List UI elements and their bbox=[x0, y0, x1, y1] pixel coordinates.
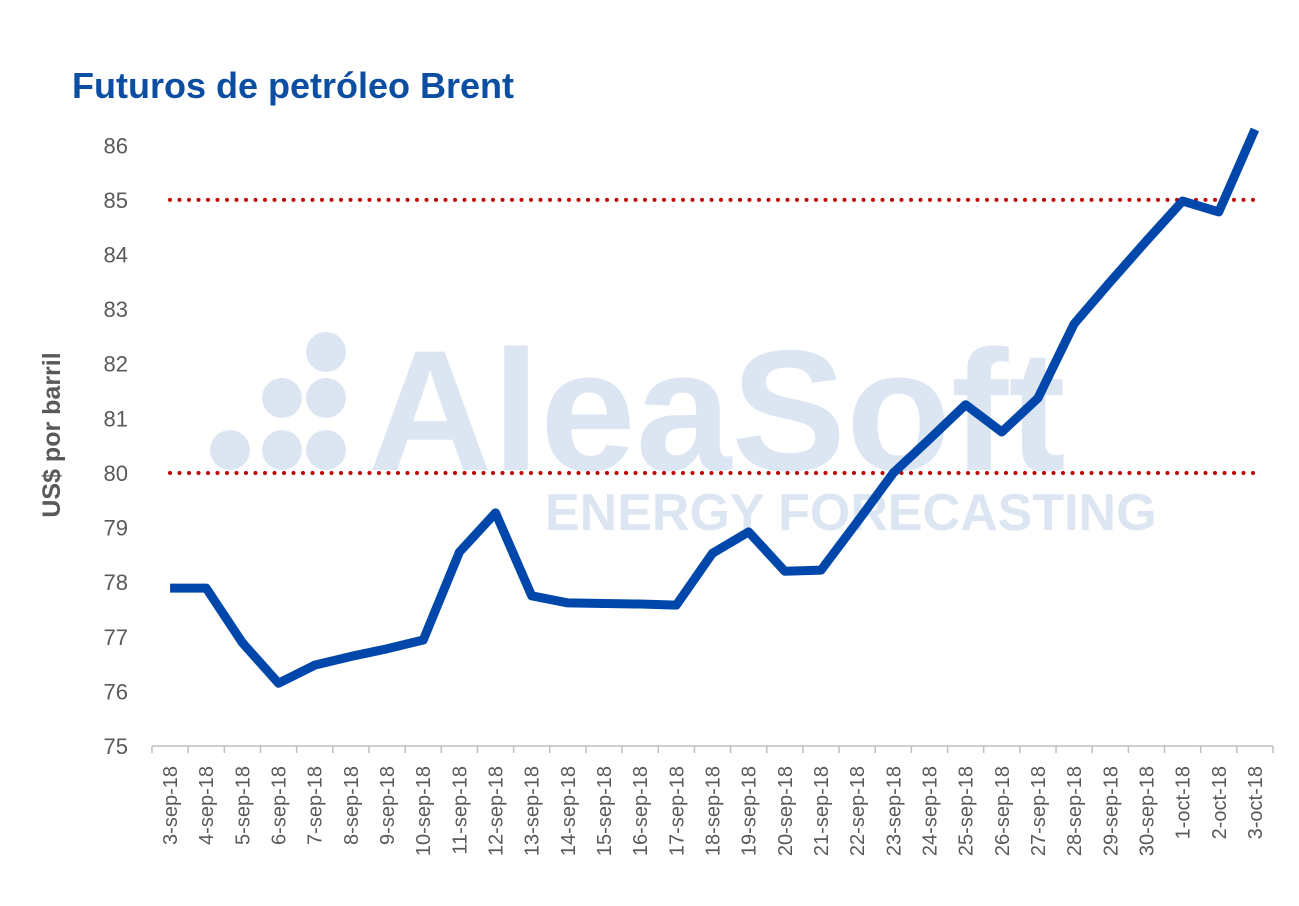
x-tick-label: 18-sep-18 bbox=[703, 766, 725, 856]
watermark-dot bbox=[262, 430, 302, 470]
watermark: AleaSoft ENERGY FORECASTING bbox=[210, 315, 1157, 542]
x-tick-label: 2-oct-18 bbox=[1209, 766, 1231, 839]
x-tick-label: 23-sep-18 bbox=[883, 766, 905, 856]
x-tick-label: 11-sep-18 bbox=[449, 766, 471, 855]
x-tick-label: 6-sep-18 bbox=[269, 766, 291, 845]
y-axis-label: US$ por barril bbox=[38, 352, 66, 517]
y-tick-label: 78 bbox=[104, 570, 128, 595]
x-tick-label: 19-sep-18 bbox=[739, 766, 761, 856]
x-tick-label: 20-sep-18 bbox=[775, 766, 797, 856]
x-tick-label: 16-sep-18 bbox=[630, 766, 652, 856]
x-tick-label: 22-sep-18 bbox=[847, 766, 869, 856]
y-tick-label: 79 bbox=[104, 516, 128, 541]
y-tick-label: 81 bbox=[104, 406, 128, 431]
x-tick-label: 12-sep-18 bbox=[486, 766, 508, 856]
y-tick-label: 75 bbox=[104, 734, 128, 759]
x-tick-label: 25-sep-18 bbox=[956, 766, 978, 856]
y-tick-label: 84 bbox=[104, 243, 128, 268]
x-tick-label: 8-sep-18 bbox=[341, 766, 363, 845]
y-tick-label: 83 bbox=[104, 297, 128, 322]
x-tick-label: 15-sep-18 bbox=[594, 766, 616, 856]
watermark-dot bbox=[262, 378, 302, 418]
x-tick-label: 4-sep-18 bbox=[196, 766, 218, 845]
x-tick-label: 7-sep-18 bbox=[305, 766, 327, 845]
watermark-dot bbox=[306, 378, 346, 418]
x-tick-label: 28-sep-18 bbox=[1064, 766, 1086, 856]
x-tick-label: 17-sep-18 bbox=[666, 766, 688, 856]
watermark-dot bbox=[306, 430, 346, 470]
x-tick-label: 14-sep-18 bbox=[558, 766, 580, 856]
x-tick-label: 3-sep-18 bbox=[160, 766, 182, 845]
y-tick-label: 86 bbox=[104, 133, 128, 158]
x-tick-label: 29-sep-18 bbox=[1100, 766, 1122, 856]
watermark-dot bbox=[210, 430, 250, 470]
x-tick-label: 10-sep-18 bbox=[413, 766, 435, 856]
y-tick-label: 76 bbox=[104, 679, 128, 704]
x-tick-label: 9-sep-18 bbox=[377, 766, 399, 845]
x-tick-label: 5-sep-18 bbox=[232, 766, 254, 845]
x-tick-label: 21-sep-18 bbox=[811, 766, 833, 856]
x-tick-label: 26-sep-18 bbox=[992, 766, 1014, 856]
x-tick-label: 1-oct-18 bbox=[1173, 766, 1195, 839]
data-line bbox=[170, 127, 1260, 688]
chart-title: Futuros de petróleo Brent bbox=[72, 65, 514, 106]
y-tick-label: 80 bbox=[104, 461, 128, 486]
x-tick-label: 3-oct-18 bbox=[1245, 766, 1267, 839]
x-tick-label: 30-sep-18 bbox=[1136, 766, 1158, 856]
watermark-title: AleaSoft bbox=[368, 315, 1066, 507]
y-tick-label: 77 bbox=[104, 625, 128, 650]
x-tick-label: 13-sep-18 bbox=[522, 766, 544, 856]
watermark-dot bbox=[306, 332, 346, 372]
y-tick-label: 82 bbox=[104, 352, 128, 377]
x-tick-label: 24-sep-18 bbox=[919, 766, 941, 856]
y-tick-label: 85 bbox=[104, 188, 128, 213]
x-tick-label: 27-sep-18 bbox=[1028, 766, 1050, 856]
